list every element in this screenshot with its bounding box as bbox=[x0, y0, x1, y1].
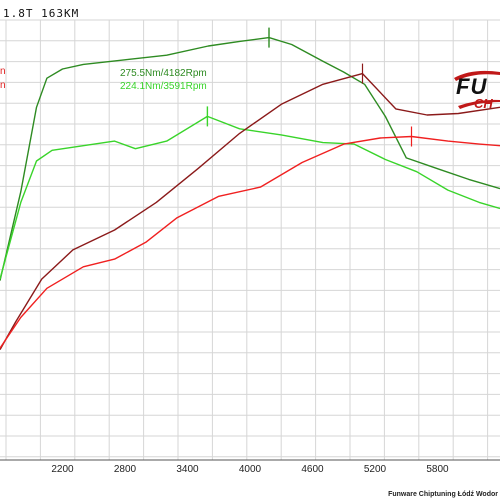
x-tick-label: 3400 bbox=[176, 464, 199, 475]
peak-markers-layer bbox=[206, 27, 413, 147]
series-line-3 bbox=[0, 72, 500, 350]
x-tick-label: 2200 bbox=[51, 464, 74, 475]
x-tick-label: 4000 bbox=[239, 464, 262, 475]
legend-power: 275.5Nm/4182Rpm bbox=[120, 68, 207, 79]
brand-logo: FU CH bbox=[452, 66, 500, 118]
x-tick-label: 5200 bbox=[364, 464, 387, 475]
legend-edge-mark-top: n bbox=[0, 66, 6, 77]
series-line-1 bbox=[0, 36, 500, 281]
legend-torque: 224.1Nm/3591Rpm bbox=[120, 81, 207, 92]
grid-layer bbox=[0, 19, 500, 461]
curves-layer bbox=[0, 36, 500, 350]
x-tick-label: 2800 bbox=[114, 464, 137, 475]
legend-edge-mark-bottom: n bbox=[0, 80, 6, 91]
series-line-4 bbox=[0, 135, 500, 349]
logo-text-top: FU bbox=[456, 74, 488, 99]
x-tick-label: 5800 bbox=[426, 464, 449, 475]
x-axis-ticks: 2200 2800 3400 4000 4600 5200 5800 bbox=[51, 464, 449, 475]
footer-credit: Funware Chiptuning Łódź Wodor bbox=[388, 491, 498, 498]
logo-text-bottom: CH bbox=[474, 96, 493, 111]
x-tick-label: 4600 bbox=[301, 464, 324, 475]
series-line-2 bbox=[0, 115, 500, 280]
car-label: 1.8T 163KM bbox=[3, 7, 80, 20]
logo-swoosh-icon bbox=[454, 70, 500, 109]
